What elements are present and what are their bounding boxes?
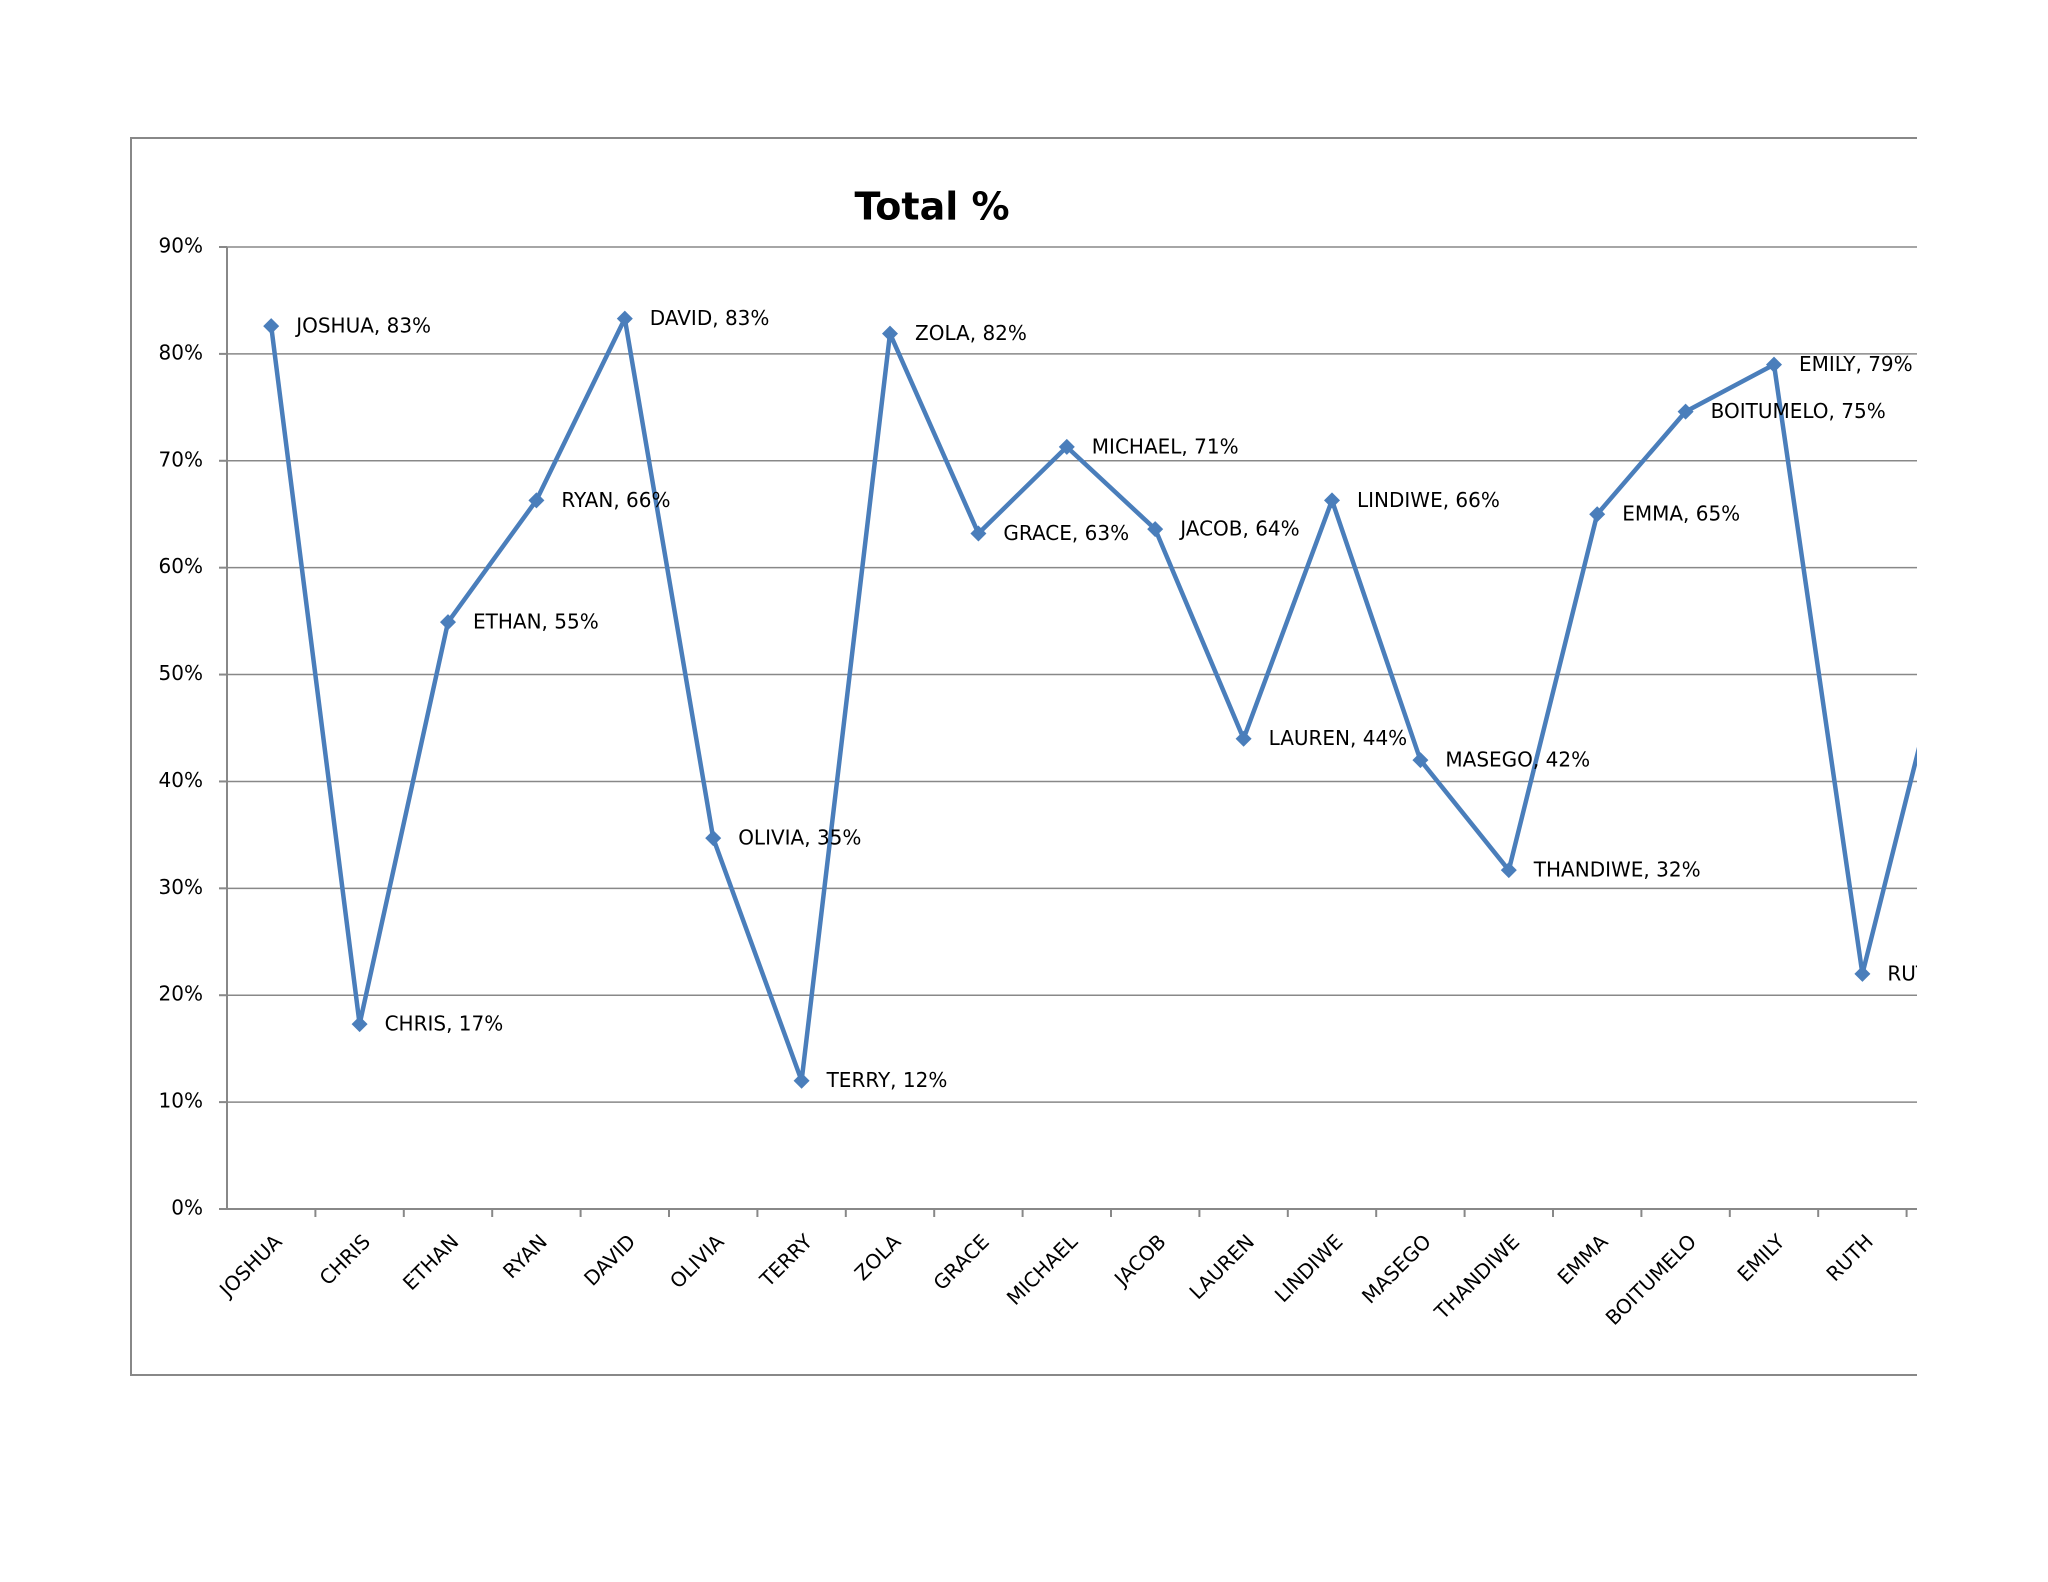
chart-area: Total % 0% 10% 20% 30% 40% 50% 60% 70% 80% 90% JOS… [130, 137, 2023, 1376]
y-tick-label: 70% [159, 447, 203, 471]
x-tick-label: CHRIS [315, 1229, 375, 1289]
data-point [1677, 403, 1694, 420]
y-tick-label: 50% [159, 661, 203, 685]
data-label: LAUREN, 44% [1269, 726, 1408, 750]
data-label: GRACE, 63% [1003, 521, 1129, 545]
data-point [1943, 613, 1959, 629]
data-point [1766, 356, 1782, 373]
data-label: THANDIWE, 32% [1533, 858, 1701, 882]
x-tick-label: DAVID [579, 1229, 640, 1290]
data-point [1412, 752, 1429, 769]
y-tick-label: 60% [159, 554, 203, 578]
y-tick-label: 80% [159, 340, 203, 364]
x-tick-label: ZOLA [850, 1229, 906, 1285]
y-tick-label: 30% [159, 875, 203, 899]
data-label: DAVID, 83% [650, 306, 770, 330]
y-tick-label: 10% [159, 1089, 203, 1113]
chart-title: Total % [854, 185, 1009, 229]
data-point [1147, 521, 1164, 538]
x-tick-label: LINDIWE [1270, 1229, 1348, 1307]
x-tick-label: JACOB [1108, 1229, 1170, 1291]
data-point [440, 614, 456, 631]
data-label: LINDIWE, 66% [1357, 488, 1500, 512]
data-point [1235, 730, 1252, 747]
y-tick-label: 20% [159, 982, 203, 1006]
data-point [528, 492, 545, 509]
data-label: JOSHUA, 83% [294, 314, 431, 338]
data-point [351, 1016, 368, 1033]
data-label: OLIVIA, 35% [738, 826, 861, 850]
x-tick-label: BOIP [1916, 1229, 1966, 1279]
data-label: RUTH, 22% [1887, 961, 2000, 985]
data-point [1500, 862, 1517, 879]
data-label: MASEGO, 42% [1445, 748, 1590, 772]
data-label: BOIP [1976, 609, 2023, 633]
x-tick-label: MASEGO [1357, 1229, 1436, 1308]
data-label: RYAN, 66% [561, 488, 670, 512]
data-label: TERRY, 12% [826, 1068, 948, 1092]
y-tick-label: 40% [159, 768, 203, 792]
x-tick-label: ETHAN [398, 1229, 463, 1294]
x-tick-label: LAUREN [1184, 1229, 1259, 1304]
y-tick-label: 0% [171, 1196, 203, 1220]
data-label: MICHAEL, 71% [1092, 434, 1239, 458]
data-label: BOITUMELO, 75% [1711, 399, 1886, 423]
x-tick-label: TERRY [754, 1229, 817, 1292]
data-point [1589, 506, 1606, 523]
x-tick-label: MICHAEL [1002, 1229, 1083, 1310]
data-point [793, 1072, 810, 1089]
data-label: EMMA, 65% [1622, 502, 1740, 526]
chart-border [130, 137, 1917, 1376]
data-label: CHRIS, 17% [385, 1012, 504, 1036]
data-point [882, 325, 898, 342]
x-tick-label: JOSHUA [213, 1229, 287, 1303]
data-point [616, 310, 633, 327]
series-line [268, 316, 1917, 1083]
x-tick-label: GRACE [928, 1229, 993, 1294]
x-tick-label: BOITUMELO [1601, 1229, 1701, 1329]
data-label: EMILY, 79% [1799, 352, 1913, 376]
data-point [705, 830, 722, 847]
x-tick-label: RYAN [498, 1229, 552, 1283]
data-point [970, 525, 987, 542]
x-tick-label: EMMA [1553, 1229, 1613, 1289]
y-tick-label: 90% [159, 234, 203, 258]
data-label: ZOLA, 82% [915, 321, 1027, 345]
data-label: ETHAN, 55% [473, 610, 599, 634]
x-tick-label: THANDIWE [1429, 1229, 1524, 1324]
data-point [1058, 438, 1075, 455]
data-point [1854, 965, 1871, 982]
data-point [263, 318, 280, 335]
x-tick-label: EMILY [1733, 1229, 1790, 1286]
data-label: JACOB, 64% [1178, 517, 1299, 541]
data-point [1324, 492, 1340, 509]
x-tick-label: OLIVIA [665, 1229, 729, 1293]
x-tick-label: RUTH [1821, 1229, 1877, 1285]
